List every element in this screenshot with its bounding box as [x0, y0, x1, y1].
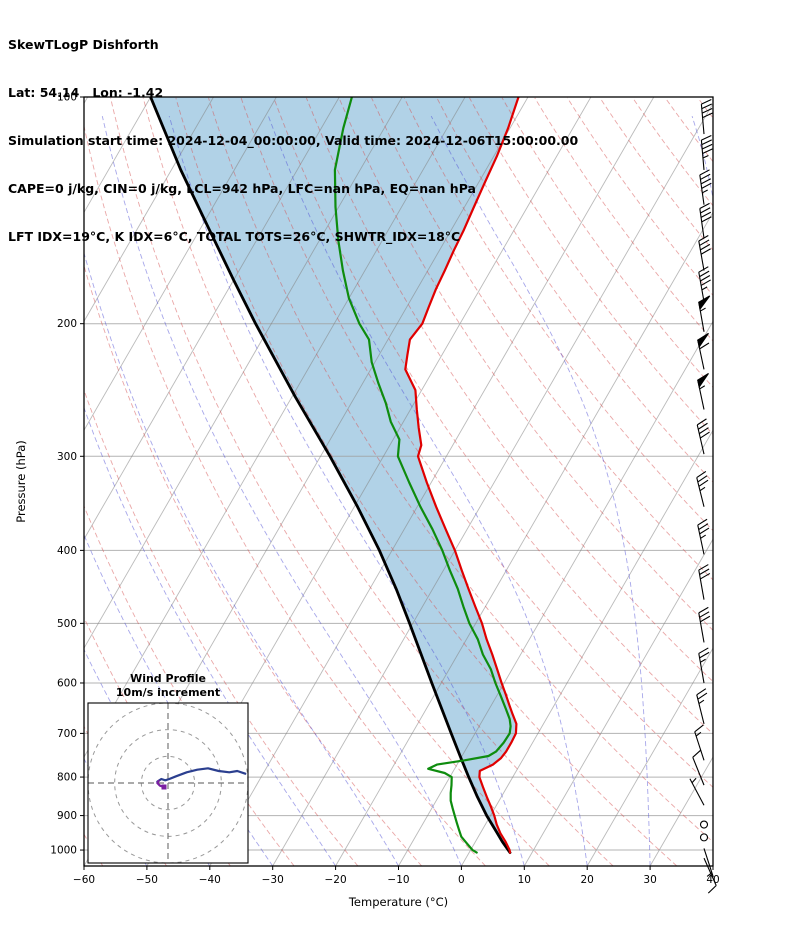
svg-text:100: 100 [57, 92, 77, 104]
svg-text:−20: −20 [325, 874, 347, 886]
parcel-curve [149, 97, 512, 854]
wind-barbs [689, 99, 717, 894]
hodograph-subtitle: 10m/s increment [116, 686, 220, 699]
svg-text:900: 900 [57, 810, 77, 822]
svg-text:700: 700 [57, 728, 77, 740]
hodograph-trace-upper [156, 767, 247, 783]
time-line: Simulation start time: 2024-12-04_00:00:… [8, 133, 579, 148]
svg-text:−40: −40 [199, 874, 221, 886]
svg-text:300: 300 [57, 451, 77, 463]
svg-text:600: 600 [57, 677, 77, 689]
dewpoint-curve [333, 97, 512, 854]
pressure-axis-label: Pressure (hPa) [14, 440, 28, 523]
plot-area [84, 97, 713, 866]
svg-text:20: 20 [581, 874, 594, 886]
cape-shading [150, 97, 519, 853]
indices-line-1: CAPE=0 j/kg, CIN=0 j/kg, LCL=942 hPa, LF… [8, 181, 476, 196]
svg-text:30: 30 [643, 874, 656, 886]
svg-text:200: 200 [57, 318, 77, 330]
svg-text:800: 800 [57, 772, 77, 784]
hodograph-title: Wind Profile [130, 672, 206, 685]
chart-header: SkewTLogP Dishforth Lat: 54.14 Lon: -1.4… [8, 5, 578, 261]
svg-text:40: 40 [706, 874, 719, 886]
temperature-axis-label: Temperature (°C) [348, 895, 448, 909]
axis-ticks [80, 96, 714, 870]
hodograph-start-marker [161, 784, 167, 790]
svg-text:−30: −30 [262, 874, 284, 886]
location-line: Lat: 54.14 Lon: -1.42 [8, 85, 164, 100]
svg-text:−50: −50 [136, 874, 158, 886]
svg-text:−10: −10 [387, 874, 409, 886]
svg-text:0: 0 [458, 874, 465, 886]
indices-line-2: LFT IDX=19°C, K IDX=6°C, TOTAL TOTS=26°C… [8, 229, 461, 244]
chart-title: SkewTLogP Dishforth [8, 37, 159, 52]
svg-text:500: 500 [57, 618, 77, 630]
isotherm-grid [84, 97, 713, 866]
svg-text:10: 10 [518, 874, 531, 886]
svg-text:400: 400 [57, 545, 77, 557]
svg-text:1000: 1000 [50, 845, 77, 857]
temperature-curve [404, 97, 520, 854]
svg-text:−60: −60 [73, 874, 95, 886]
